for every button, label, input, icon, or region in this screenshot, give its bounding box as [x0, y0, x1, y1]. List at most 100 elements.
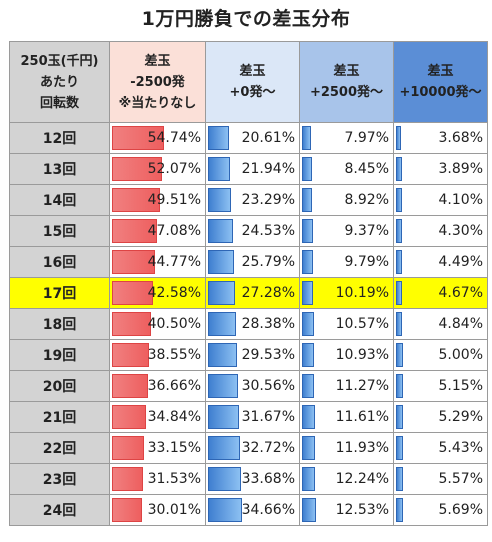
percent-value: 20.61% [241, 130, 295, 146]
red-data-bar [112, 126, 165, 150]
value-cell: 34.66% [205, 494, 300, 526]
value-cell: 28.38% [205, 308, 300, 340]
blue-data-bar [208, 405, 240, 429]
percent-value: 10.57% [335, 316, 389, 332]
value-cell: 30.56% [205, 370, 300, 402]
percent-value: 34.84% [147, 409, 201, 425]
blue-data-bar [396, 188, 402, 212]
percent-value: 4.10% [438, 192, 483, 208]
table-row: 20回 36.66% 30.56% 11.27% 5.15% [9, 370, 488, 402]
percent-value: 8.92% [344, 192, 389, 208]
value-cell: 44.77% [109, 246, 206, 278]
value-cell: 23.29% [205, 184, 300, 216]
value-cell: 3.68% [393, 122, 488, 154]
value-cell: 3.89% [393, 153, 488, 185]
percent-value: 28.38% [241, 316, 295, 332]
percent-value: 40.50% [147, 316, 201, 332]
blue-data-bar [208, 219, 233, 243]
table-row: 22回 33.15% 32.72% 11.93% 5.43% [9, 432, 488, 464]
percent-value: 27.28% [241, 285, 295, 301]
header-spins-per-1000yen: 250玉(千円) あたり 回転数 [9, 41, 110, 123]
row-label: 20回 [9, 370, 110, 402]
percent-value: 52.07% [147, 161, 201, 177]
value-cell: 9.37% [299, 215, 394, 247]
percent-value: 5.15% [438, 378, 483, 394]
blue-data-bar [396, 219, 402, 243]
value-cell: 9.79% [299, 246, 394, 278]
percent-value: 54.74% [147, 130, 201, 146]
value-cell: 11.93% [299, 432, 394, 464]
value-cell: 12.24% [299, 463, 394, 495]
blue-data-bar [302, 498, 316, 522]
blue-data-bar [302, 374, 315, 398]
blue-data-bar [396, 498, 404, 522]
value-cell: 4.84% [393, 308, 488, 340]
percent-value: 38.55% [147, 347, 201, 363]
percent-value: 31.53% [147, 471, 201, 487]
blue-data-bar [302, 312, 314, 336]
percent-value: 31.67% [241, 409, 295, 425]
percent-value: 36.66% [147, 378, 201, 394]
blue-data-bar [396, 157, 402, 181]
percent-value: 23.29% [241, 192, 295, 208]
blue-data-bar [302, 467, 316, 491]
table-row: 17回 42.58% 27.28% 10.19% 4.67% [9, 277, 488, 309]
blue-data-bar [208, 467, 241, 491]
red-data-bar [112, 343, 150, 367]
percent-value: 10.93% [335, 347, 389, 363]
value-cell: 10.57% [299, 308, 394, 340]
percent-value: 4.84% [438, 316, 483, 332]
table-row: 16回 44.77% 25.79% 9.79% 4.49% [9, 246, 488, 278]
value-cell: 29.53% [205, 339, 300, 371]
value-cell: 47.08% [109, 215, 206, 247]
percent-value: 49.51% [147, 192, 201, 208]
header-line: 回転数 [39, 95, 79, 111]
value-cell: 27.28% [205, 277, 300, 309]
percent-value: 4.49% [438, 254, 483, 270]
red-data-bar [112, 281, 154, 305]
blue-data-bar [302, 250, 313, 274]
value-cell: 25.79% [205, 246, 300, 278]
blue-data-bar [396, 467, 404, 491]
percent-value: 5.69% [438, 502, 483, 518]
blue-data-bar [302, 405, 315, 429]
table-row: 12回 54.74% 20.61% 7.97% 3.68% [9, 122, 488, 154]
percent-value: 33.15% [147, 440, 201, 456]
blue-data-bar [208, 281, 236, 305]
header-line: 差玉 [144, 53, 171, 69]
table-row: 24回 30.01% 34.66% 12.53% 5.69% [9, 494, 488, 526]
percent-value: 12.53% [335, 502, 389, 518]
value-cell: 10.93% [299, 339, 394, 371]
header-line: あたり [39, 74, 79, 90]
header-line: 差玉 [427, 64, 454, 79]
red-data-bar [112, 467, 143, 491]
header-plus-0: 差玉 +0発～ [205, 41, 300, 123]
percent-value: 5.29% [438, 409, 483, 425]
value-cell: 4.67% [393, 277, 488, 309]
value-cell: 36.66% [109, 370, 206, 402]
distribution-table: 250玉(千円) あたり 回転数 差玉 -2500発 ※当たりなし 差玉 +0発… [9, 41, 488, 526]
header-line: 差玉 [333, 64, 360, 79]
row-label: 13回 [9, 153, 110, 185]
red-data-bar [112, 188, 160, 212]
blue-data-bar [208, 312, 237, 336]
blue-data-bar [208, 188, 232, 212]
percent-value: 3.89% [438, 161, 483, 177]
value-cell: 8.92% [299, 184, 394, 216]
percent-value: 42.58% [147, 285, 201, 301]
blue-data-bar [208, 498, 242, 522]
row-label: 12回 [9, 122, 110, 154]
red-data-bar [112, 219, 158, 243]
red-data-bar [112, 436, 145, 460]
blue-data-bar [208, 374, 239, 398]
percent-value: 4.67% [438, 285, 483, 301]
value-cell: 24.53% [205, 215, 300, 247]
percent-value: 21.94% [241, 161, 295, 177]
blue-data-bar [208, 126, 229, 150]
value-cell: 4.10% [393, 184, 488, 216]
value-cell: 7.97% [299, 122, 394, 154]
blue-data-bar [208, 436, 241, 460]
value-cell: 8.45% [299, 153, 394, 185]
blue-data-bar [396, 374, 403, 398]
header-minus-2500: 差玉 -2500発 ※当たりなし [109, 41, 206, 123]
